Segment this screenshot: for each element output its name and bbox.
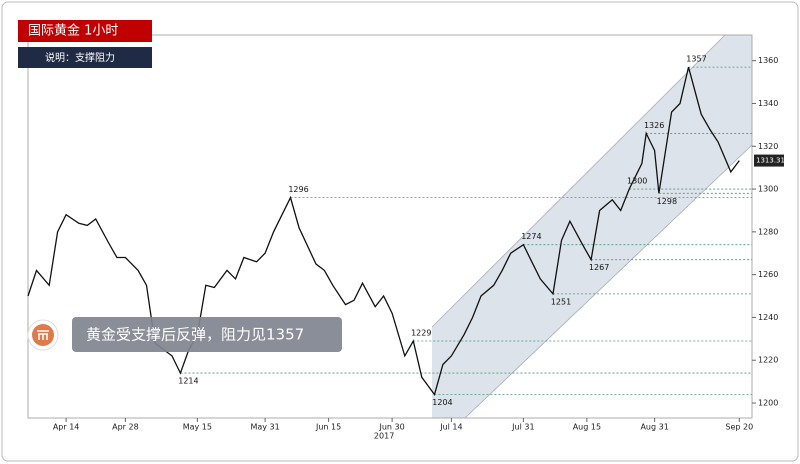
- x-tick-label: Jul 31: [511, 423, 534, 432]
- x-tick-label: Aug 31: [640, 423, 668, 432]
- price-line: [27, 66, 740, 396]
- x-year-label: 2017: [374, 432, 394, 441]
- channel-lower: [464, 144, 753, 419]
- x-tick-label: Apr 14: [53, 423, 80, 432]
- chart-title: 国际黄金 1小时: [28, 23, 118, 39]
- y-tick-label: 1360: [758, 56, 778, 65]
- x-tick-label: Jun 15: [315, 423, 341, 432]
- x-tick-label: May 31: [250, 423, 279, 432]
- y-tick-label: 1240: [758, 313, 778, 322]
- x-tick-label: Jul 14: [439, 423, 462, 432]
- level-label: 1251: [551, 297, 571, 306]
- level-label: 1229: [411, 328, 431, 337]
- level-label: 1326: [644, 121, 664, 130]
- title-box: [18, 20, 152, 42]
- last-price-box: [754, 154, 784, 167]
- level-label: 1267: [589, 263, 609, 272]
- plot-frame: [27, 34, 753, 419]
- x-tick-label: Sep 20: [725, 423, 753, 432]
- y-tick-label: 1200: [758, 399, 778, 408]
- last-price-label: 1313.31: [756, 157, 785, 165]
- level-label: 1357: [686, 55, 706, 64]
- chart-subtitle: 说明：支撑阻力: [45, 51, 115, 64]
- annotation-box: [72, 317, 342, 352]
- channel-upper: [431, 34, 726, 328]
- y-tick-label: 1300: [758, 185, 778, 194]
- y-tick-label: 1340: [758, 99, 778, 108]
- x-tick-label: Jun 30: [378, 423, 404, 432]
- y-tick-label: 1320: [758, 142, 778, 151]
- trend-channel: [432, 35, 752, 418]
- y-tick-label: 1220: [758, 356, 778, 365]
- x-tick-label: May 15: [183, 423, 212, 432]
- subtitle-box: [18, 47, 152, 68]
- level-label: 1300: [627, 177, 647, 186]
- x-tick-label: Aug 15: [573, 423, 601, 432]
- annotation: 黄金受支撑后反弹，阻力见1357: [86, 326, 304, 344]
- level-label: 1214: [178, 377, 198, 386]
- y-tick-label: 1280: [758, 227, 778, 236]
- icon-glyph: [37, 330, 49, 340]
- level-label: 1274: [521, 232, 541, 241]
- level-label: 1298: [657, 197, 677, 206]
- level-label: 1204: [432, 398, 452, 407]
- y-tick-label: 1260: [758, 270, 778, 279]
- level-label: 1296: [288, 185, 308, 194]
- x-tick-label: Apr 28: [112, 423, 139, 432]
